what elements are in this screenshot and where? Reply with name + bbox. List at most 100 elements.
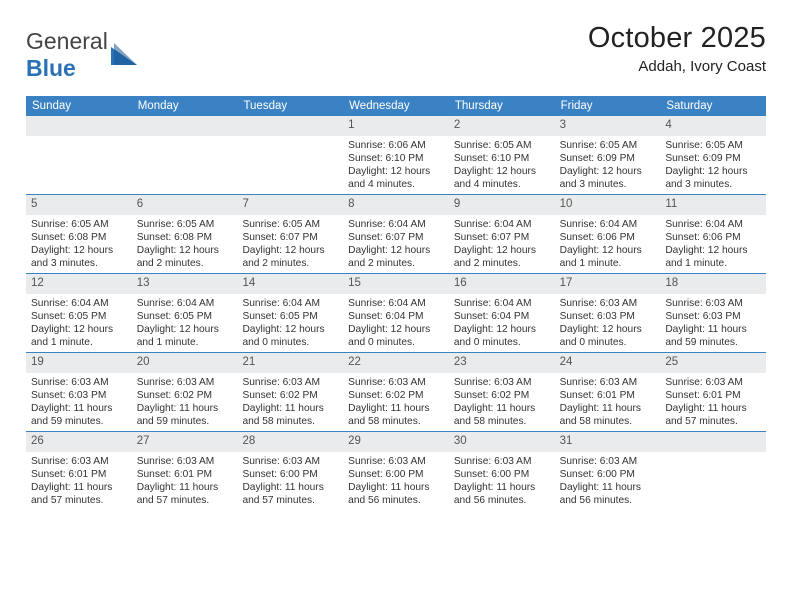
sunrise-text: Sunrise: 6:04 AM	[454, 218, 550, 231]
day-number	[237, 116, 343, 136]
sunrise-text: Sunrise: 6:03 AM	[560, 297, 656, 310]
daylight-text-1: Daylight: 11 hours	[242, 481, 338, 494]
day-cell: 1Sunrise: 6:06 AMSunset: 6:10 PMDaylight…	[343, 116, 449, 194]
day-cell: 10Sunrise: 6:04 AMSunset: 6:06 PMDayligh…	[555, 195, 661, 273]
sunset-text: Sunset: 6:09 PM	[665, 152, 761, 165]
daylight-text-1: Daylight: 12 hours	[560, 323, 656, 336]
day-cell: 22Sunrise: 6:03 AMSunset: 6:02 PMDayligh…	[343, 353, 449, 431]
calendar-page: General Blue October 2025 Addah, Ivory C…	[0, 0, 792, 510]
sunrise-text: Sunrise: 6:04 AM	[31, 297, 127, 310]
day-cell: 29Sunrise: 6:03 AMSunset: 6:00 PMDayligh…	[343, 432, 449, 510]
daylight-text-1: Daylight: 11 hours	[348, 402, 444, 415]
day-body: Sunrise: 6:05 AMSunset: 6:08 PMDaylight:…	[132, 215, 238, 273]
daylight-text-2: and 58 minutes.	[454, 415, 550, 428]
day-cell: 19Sunrise: 6:03 AMSunset: 6:03 PMDayligh…	[26, 353, 132, 431]
day-cell: 3Sunrise: 6:05 AMSunset: 6:09 PMDaylight…	[555, 116, 661, 194]
day-body: Sunrise: 6:03 AMSunset: 6:00 PMDaylight:…	[555, 452, 661, 510]
sunset-text: Sunset: 6:05 PM	[242, 310, 338, 323]
day-body: Sunrise: 6:04 AMSunset: 6:06 PMDaylight:…	[660, 215, 766, 273]
day-number: 26	[26, 432, 132, 452]
sunrise-text: Sunrise: 6:05 AM	[665, 139, 761, 152]
day-body: Sunrise: 6:03 AMSunset: 6:03 PMDaylight:…	[660, 294, 766, 352]
daylight-text-1: Daylight: 12 hours	[665, 244, 761, 257]
sunrise-text: Sunrise: 6:03 AM	[137, 455, 233, 468]
sunset-text: Sunset: 6:03 PM	[560, 310, 656, 323]
sunset-text: Sunset: 6:07 PM	[454, 231, 550, 244]
weekday-header-row: Sunday Monday Tuesday Wednesday Thursday…	[26, 96, 766, 116]
logo-word-2: Blue	[26, 55, 76, 81]
week-row: 26Sunrise: 6:03 AMSunset: 6:01 PMDayligh…	[26, 431, 766, 510]
day-body: Sunrise: 6:05 AMSunset: 6:10 PMDaylight:…	[449, 136, 555, 194]
day-body: Sunrise: 6:04 AMSunset: 6:05 PMDaylight:…	[132, 294, 238, 352]
daylight-text-1: Daylight: 11 hours	[454, 481, 550, 494]
daylight-text-2: and 3 minutes.	[665, 178, 761, 191]
day-cell: 2Sunrise: 6:05 AMSunset: 6:10 PMDaylight…	[449, 116, 555, 194]
day-number: 5	[26, 195, 132, 215]
daylight-text-2: and 58 minutes.	[242, 415, 338, 428]
daylight-text-2: and 57 minutes.	[137, 494, 233, 507]
daylight-text-2: and 1 minute.	[137, 336, 233, 349]
day-body: Sunrise: 6:03 AMSunset: 6:00 PMDaylight:…	[237, 452, 343, 510]
daylight-text-1: Daylight: 12 hours	[31, 323, 127, 336]
daylight-text-1: Daylight: 11 hours	[137, 402, 233, 415]
day-number: 28	[237, 432, 343, 452]
day-number: 23	[449, 353, 555, 373]
day-cell: 20Sunrise: 6:03 AMSunset: 6:02 PMDayligh…	[132, 353, 238, 431]
day-cell: 4Sunrise: 6:05 AMSunset: 6:09 PMDaylight…	[660, 116, 766, 194]
sunrise-text: Sunrise: 6:04 AM	[454, 297, 550, 310]
sunset-text: Sunset: 6:05 PM	[31, 310, 127, 323]
sunset-text: Sunset: 6:02 PM	[348, 389, 444, 402]
daylight-text-2: and 2 minutes.	[242, 257, 338, 270]
day-cell: 16Sunrise: 6:04 AMSunset: 6:04 PMDayligh…	[449, 274, 555, 352]
daylight-text-1: Daylight: 12 hours	[137, 323, 233, 336]
sunset-text: Sunset: 6:00 PM	[560, 468, 656, 481]
daylight-text-1: Daylight: 11 hours	[560, 481, 656, 494]
daylight-text-2: and 56 minutes.	[348, 494, 444, 507]
day-body: Sunrise: 6:04 AMSunset: 6:05 PMDaylight:…	[26, 294, 132, 352]
daylight-text-2: and 2 minutes.	[137, 257, 233, 270]
weekday-header: Wednesday	[343, 96, 449, 116]
weekday-header: Friday	[555, 96, 661, 116]
day-number: 31	[555, 432, 661, 452]
day-number: 13	[132, 274, 238, 294]
day-number	[26, 116, 132, 136]
day-cell: 24Sunrise: 6:03 AMSunset: 6:01 PMDayligh…	[555, 353, 661, 431]
day-cell: 31Sunrise: 6:03 AMSunset: 6:00 PMDayligh…	[555, 432, 661, 510]
sunrise-text: Sunrise: 6:05 AM	[137, 218, 233, 231]
day-cell: 18Sunrise: 6:03 AMSunset: 6:03 PMDayligh…	[660, 274, 766, 352]
sunset-text: Sunset: 6:09 PM	[560, 152, 656, 165]
triangle-icon	[111, 43, 137, 70]
day-number: 1	[343, 116, 449, 136]
day-number: 18	[660, 274, 766, 294]
day-number: 24	[555, 353, 661, 373]
daylight-text-1: Daylight: 12 hours	[31, 244, 127, 257]
daylight-text-2: and 0 minutes.	[348, 336, 444, 349]
daylight-text-2: and 58 minutes.	[348, 415, 444, 428]
daylight-text-2: and 3 minutes.	[560, 178, 656, 191]
daylight-text-2: and 3 minutes.	[31, 257, 127, 270]
title-block: October 2025 Addah, Ivory Coast	[588, 22, 766, 75]
daylight-text-2: and 57 minutes.	[242, 494, 338, 507]
day-cell	[660, 432, 766, 510]
header: General Blue October 2025 Addah, Ivory C…	[26, 22, 766, 82]
day-number: 7	[237, 195, 343, 215]
day-body: Sunrise: 6:03 AMSunset: 6:02 PMDaylight:…	[132, 373, 238, 431]
day-cell: 23Sunrise: 6:03 AMSunset: 6:02 PMDayligh…	[449, 353, 555, 431]
day-body: Sunrise: 6:05 AMSunset: 6:08 PMDaylight:…	[26, 215, 132, 273]
day-number: 19	[26, 353, 132, 373]
daylight-text-2: and 59 minutes.	[31, 415, 127, 428]
sunrise-text: Sunrise: 6:06 AM	[348, 139, 444, 152]
daylight-text-1: Daylight: 11 hours	[137, 481, 233, 494]
daylight-text-1: Daylight: 12 hours	[454, 323, 550, 336]
weekday-header: Sunday	[26, 96, 132, 116]
sunrise-text: Sunrise: 6:03 AM	[242, 376, 338, 389]
logo-word-1: General	[26, 28, 108, 54]
daylight-text-1: Daylight: 12 hours	[665, 165, 761, 178]
day-number	[660, 432, 766, 452]
day-cell: 27Sunrise: 6:03 AMSunset: 6:01 PMDayligh…	[132, 432, 238, 510]
sunset-text: Sunset: 6:08 PM	[31, 231, 127, 244]
day-number	[132, 116, 238, 136]
day-number: 16	[449, 274, 555, 294]
sunrise-text: Sunrise: 6:03 AM	[454, 455, 550, 468]
sunrise-text: Sunrise: 6:03 AM	[454, 376, 550, 389]
